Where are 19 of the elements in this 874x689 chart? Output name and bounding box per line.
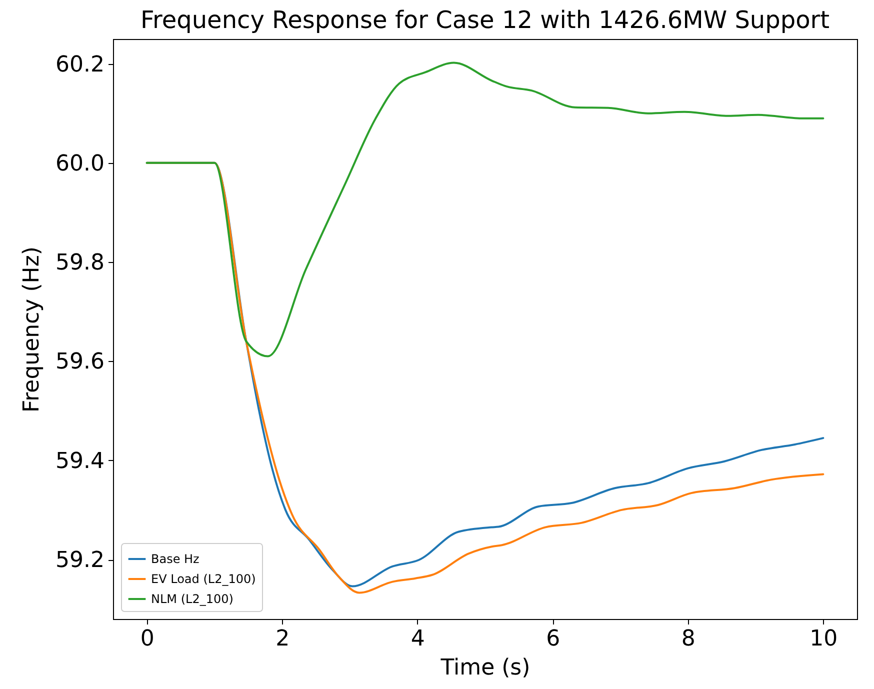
y-axis-title: Frequency (Hz) <box>20 246 45 412</box>
y-tick-label: 59.8 <box>56 250 104 276</box>
chart-title: Frequency Response for Case 12 with 1426.6MW Support <box>140 6 830 34</box>
legend-label: EV Load (L2_100) <box>151 572 256 586</box>
y-tick-label: 59.2 <box>56 548 104 574</box>
x-tick-label: 0 <box>140 626 154 652</box>
x-tick-label: 8 <box>681 626 696 652</box>
y-tick-label: 60.0 <box>56 151 104 176</box>
x-tick-label: 4 <box>410 626 425 652</box>
y-tick-label: 59.4 <box>56 448 104 474</box>
x-tick-label: 6 <box>546 626 560 652</box>
x-tick-label: 2 <box>276 626 290 652</box>
legend-label: Base Hz <box>151 552 200 566</box>
y-tick-label: 60.2 <box>56 52 104 78</box>
x-tick-label: 10 <box>810 626 838 652</box>
line-series <box>146 62 824 358</box>
y-tick-label: 59.6 <box>56 350 104 375</box>
legend-label: NLM (L2_100) <box>151 592 234 606</box>
x-axis-title: Time (s) <box>440 656 530 680</box>
